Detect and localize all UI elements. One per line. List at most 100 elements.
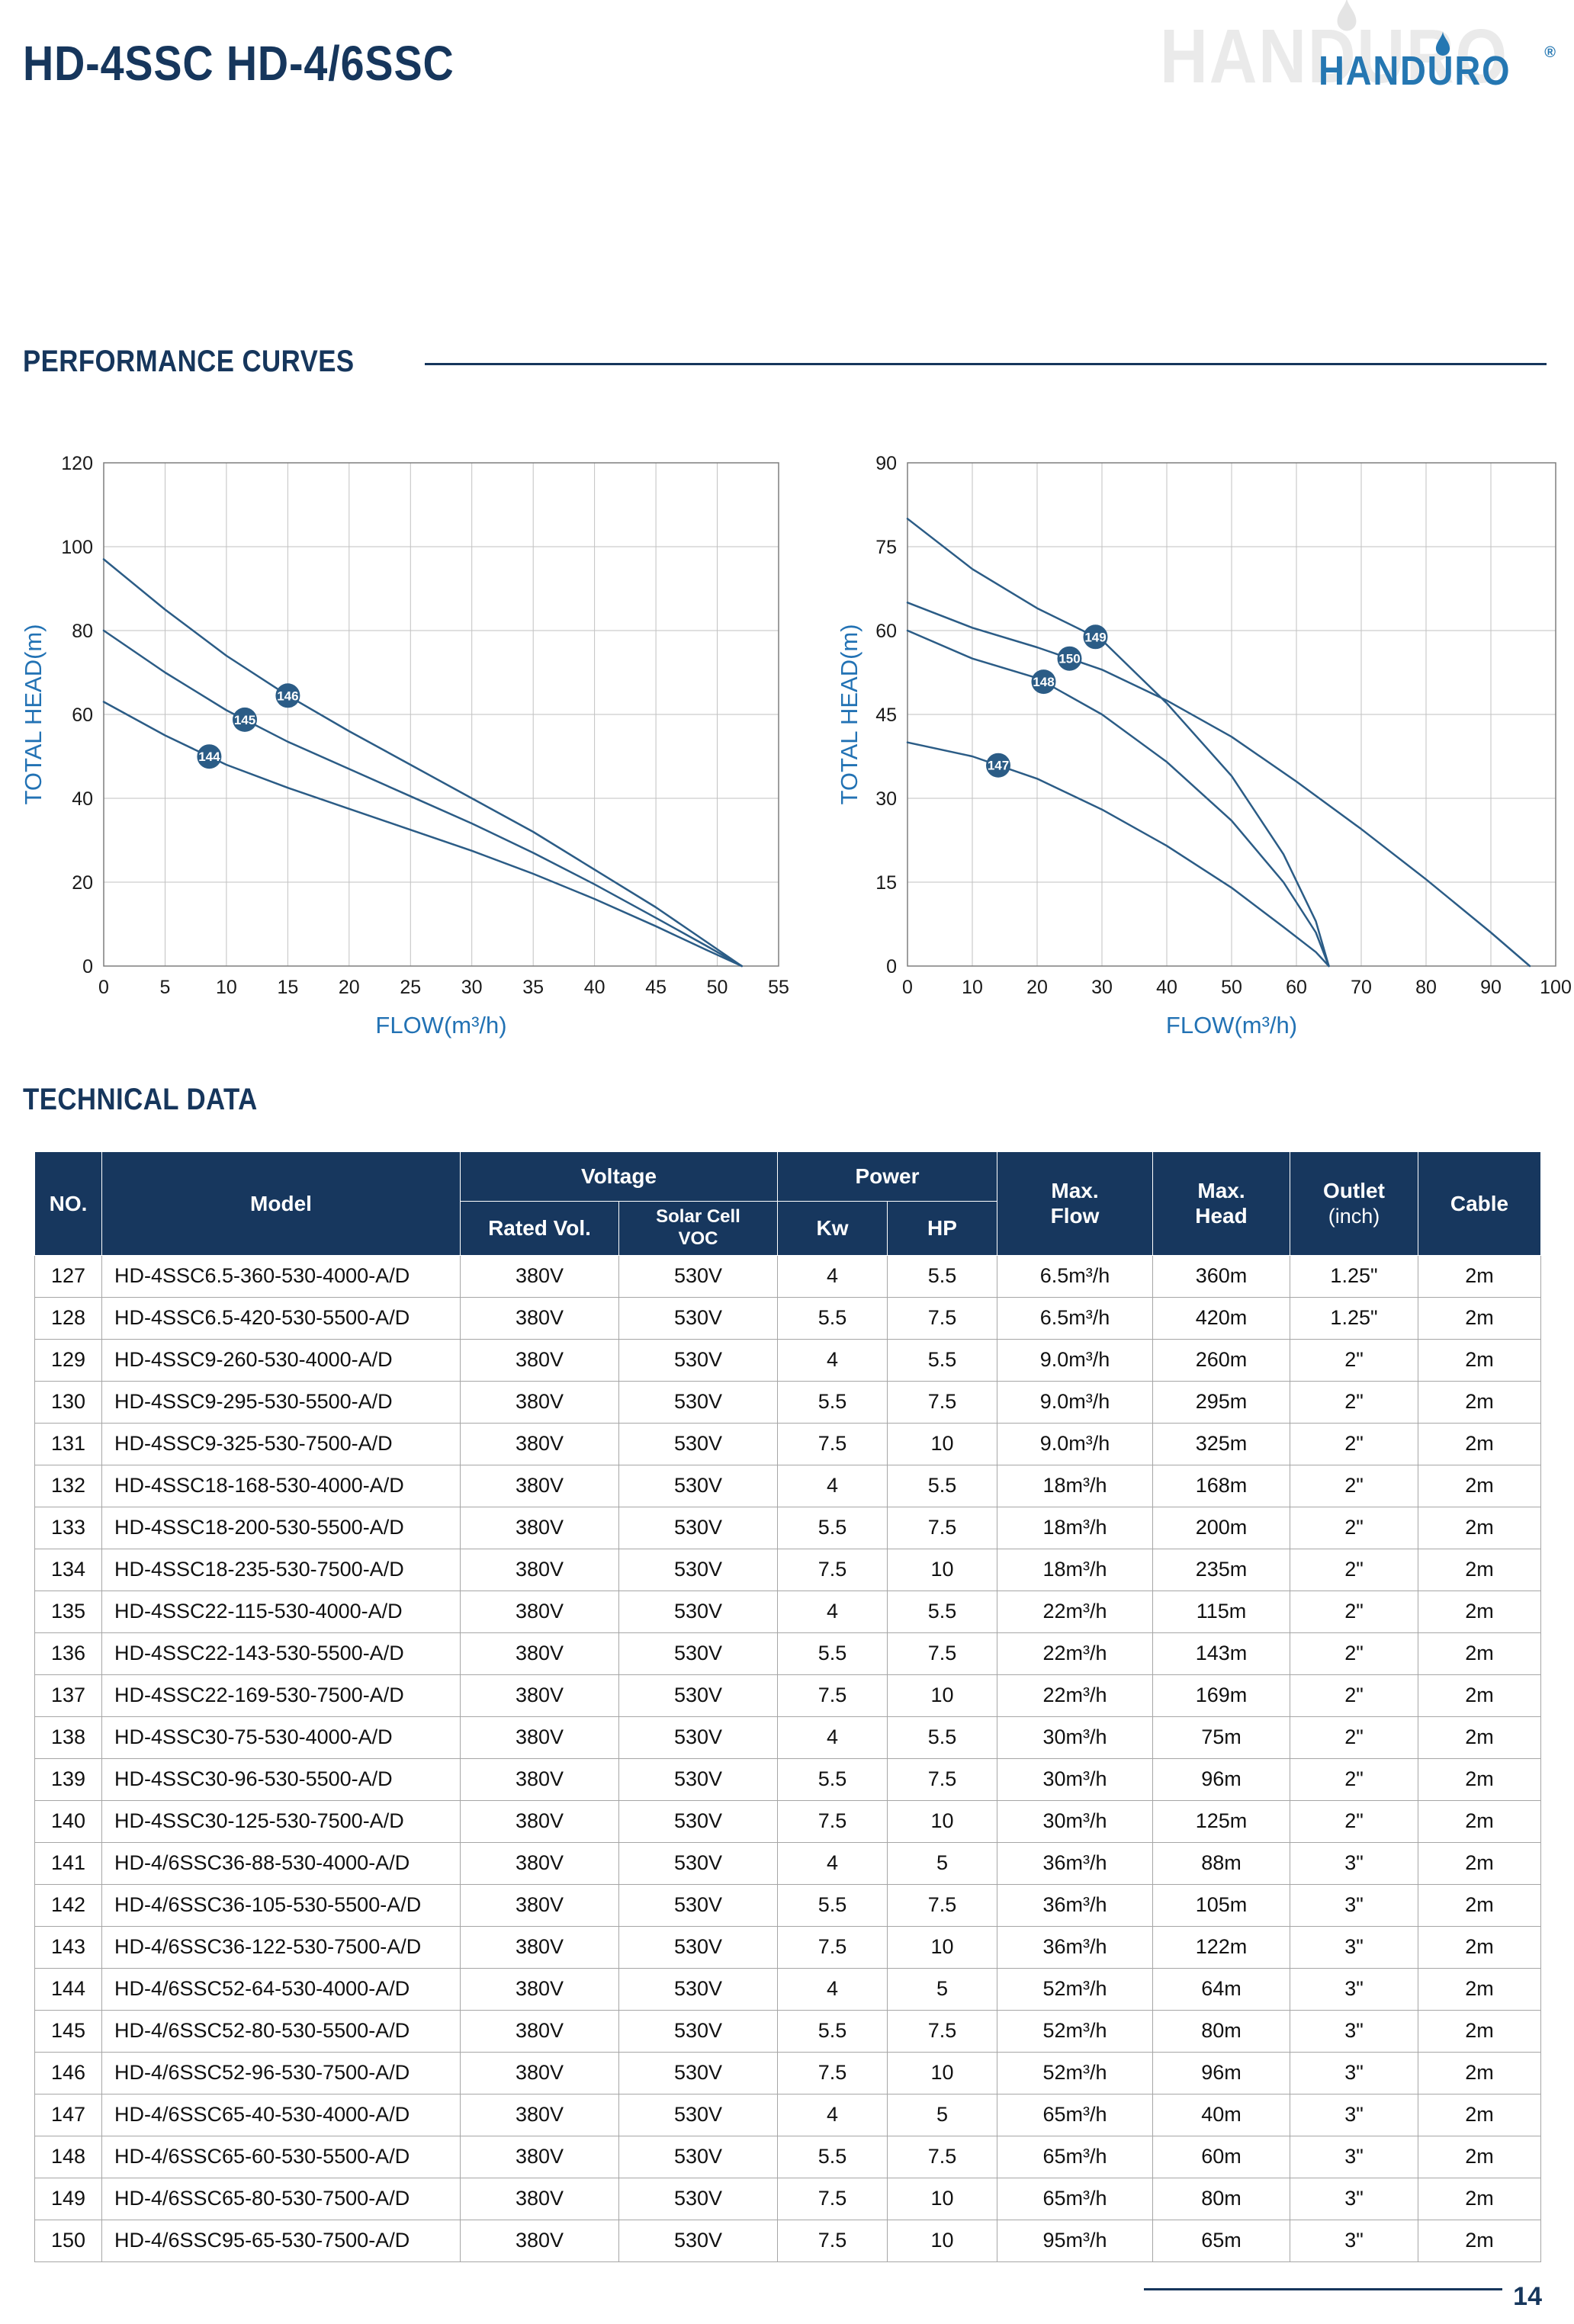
table-row: 128 HD-4SSC6.5-420-530-5500-A/D 380V 530V 5.… [34, 1296, 1541, 1340]
table-row: 149 HD-4/6SSC65-80-530-7500-A/D 380V 530V 7.… [34, 2177, 1541, 2220]
cell-outlet: 2" [1290, 1464, 1418, 1507]
col-header-kw: Kw [777, 1201, 888, 1256]
table-header: NO. Model Voltage Power Max. Flow Max. H… [34, 1151, 1541, 1256]
cell-rated-voltage: 380V [460, 1967, 619, 2011]
cell-kw: 7.5 [777, 1422, 888, 1465]
col-header-rated-vol: Rated Vol. [460, 1201, 619, 1256]
cell-solar-cell-voc: 530V [618, 1716, 778, 1759]
cell-solar-cell-voc: 530V [618, 2135, 778, 2178]
col-header-max-flow: Max. Flow [997, 1151, 1153, 1256]
cell-rated-voltage: 380V [460, 1799, 619, 1843]
technical-data-title: TECHNICAL DATA [23, 1083, 258, 1116]
cell-rated-voltage: 380V [460, 2135, 619, 2178]
cell-max-flow: 36m³/h [997, 1841, 1153, 1885]
cell-hp: 10 [887, 1548, 997, 1591]
cell-max-head: 235m [1152, 1548, 1290, 1591]
svg-text:55: 55 [768, 977, 789, 998]
cell-model: HD-4SSC9-260-530-4000-A/D [101, 1338, 461, 1382]
cell-kw: 4 [777, 1716, 888, 1759]
cell-outlet: 3" [1290, 2093, 1418, 2136]
cell-cable: 2m [1418, 1674, 1541, 1717]
cell-max-flow: 36m³/h [997, 1925, 1153, 1969]
cell-hp: 7.5 [887, 1380, 997, 1424]
cell-no: 133 [34, 1506, 102, 1549]
cell-outlet: 1.25" [1290, 1296, 1418, 1340]
cell-solar-cell-voc: 530V [618, 1632, 778, 1675]
page-title: HD-4SSC HD-4/6SSC [23, 35, 519, 91]
cell-cable: 2m [1418, 1296, 1541, 1340]
cell-no: 129 [34, 1338, 102, 1382]
cell-max-head: 40m [1152, 2093, 1290, 2136]
cell-solar-cell-voc: 530V [618, 1254, 778, 1298]
cell-solar-cell-voc: 530V [618, 2093, 778, 2136]
cell-outlet: 2" [1290, 1422, 1418, 1465]
svg-text:0: 0 [82, 956, 93, 977]
cell-model: HD-4SSC6.5-420-530-5500-A/D [101, 1296, 461, 1340]
cell-rated-voltage: 380V [460, 2009, 619, 2053]
cell-max-head: 200m [1152, 1506, 1290, 1549]
cell-solar-cell-voc: 530V [618, 1799, 778, 1843]
table-row: 135 HD-4SSC22-115-530-4000-A/D 380V 530V 4 5.… [34, 1590, 1541, 1633]
cell-kw: 7.5 [777, 2177, 888, 2220]
cell-cable: 2m [1418, 1338, 1541, 1382]
col-header-hp: HP [887, 1201, 997, 1256]
svg-text:148: 148 [1033, 675, 1054, 689]
cell-max-head: 143m [1152, 1632, 1290, 1675]
cell-max-flow: 30m³/h [997, 1757, 1153, 1801]
cell-outlet: 2" [1290, 1799, 1418, 1843]
table-row: 127 HD-4SSC6.5-360-530-4000-A/D 380V 530V 4 5… [34, 1254, 1541, 1298]
cell-solar-cell-voc: 530V [618, 1338, 778, 1382]
section-rule [425, 363, 1547, 365]
cell-model: HD-4SSC22-143-530-5500-A/D [101, 1632, 461, 1675]
svg-text:TOTAL HEAD(m): TOTAL HEAD(m) [837, 624, 862, 804]
cell-no: 128 [34, 1296, 102, 1340]
cell-max-flow: 95m³/h [997, 2219, 1153, 2262]
cell-kw: 5.5 [777, 2009, 888, 2053]
cell-rated-voltage: 380V [460, 1254, 619, 1298]
cell-rated-voltage: 380V [460, 1716, 619, 1759]
table-row: 130 HD-4SSC9-295-530-5500-A/D 380V 530V 5.5 7… [34, 1380, 1541, 1424]
cell-max-head: 260m [1152, 1338, 1290, 1382]
cell-max-flow: 30m³/h [997, 1799, 1153, 1843]
cell-solar-cell-voc: 530V [618, 2177, 778, 2220]
cell-max-flow: 6.5m³/h [997, 1254, 1153, 1298]
svg-text:80: 80 [72, 621, 93, 642]
cell-model: HD-4SSC30-96-530-5500-A/D [101, 1757, 461, 1801]
brand-watermark-text: HANDURO [1159, 14, 1508, 99]
cell-max-flow: 36m³/h [997, 1883, 1153, 1927]
performance-curves-title: PERFORMANCE CURVES [23, 345, 355, 378]
cell-outlet: 3" [1290, 1841, 1418, 1885]
cell-solar-cell-voc: 530V [618, 2051, 778, 2094]
cell-solar-cell-voc: 530V [618, 1757, 778, 1801]
cell-solar-cell-voc: 530V [618, 1841, 778, 1885]
svg-text:10: 10 [962, 977, 983, 998]
cell-hp: 5.5 [887, 1338, 997, 1382]
flame-watermark-icon [1337, 0, 1357, 31]
cell-kw: 5.5 [777, 1632, 888, 1675]
cell-cable: 2m [1418, 1506, 1541, 1549]
cell-kw: 5.5 [777, 1883, 888, 1927]
cell-rated-voltage: 380V [460, 2051, 619, 2094]
cell-outlet: 3" [1290, 2009, 1418, 2053]
cell-solar-cell-voc: 530V [618, 1548, 778, 1591]
cell-hp: 7.5 [887, 1296, 997, 1340]
cell-rated-voltage: 380V [460, 1674, 619, 1717]
cell-rated-voltage: 380V [460, 1841, 619, 1885]
cell-max-flow: 65m³/h [997, 2135, 1153, 2178]
cell-cable: 2m [1418, 1380, 1541, 1424]
cell-model: HD-4SSC22-169-530-7500-A/D [101, 1674, 461, 1717]
cell-rated-voltage: 380V [460, 1338, 619, 1382]
cell-max-head: 105m [1152, 1883, 1290, 1927]
cell-cable: 2m [1418, 2051, 1541, 2094]
cell-solar-cell-voc: 530V [618, 1296, 778, 1340]
table-row: 129 HD-4SSC9-260-530-4000-A/D 380V 530V 4 5.5… [34, 1338, 1541, 1382]
svg-text:60: 60 [72, 705, 93, 726]
cell-hp: 5.5 [887, 1254, 997, 1298]
cell-outlet: 1.25" [1290, 1254, 1418, 1298]
cell-rated-voltage: 380V [460, 2093, 619, 2136]
cell-hp: 10 [887, 1925, 997, 1969]
svg-text:147: 147 [988, 759, 1009, 773]
cell-kw: 5.5 [777, 1380, 888, 1424]
cell-kw: 7.5 [777, 2051, 888, 2094]
cell-hp: 10 [887, 1799, 997, 1843]
